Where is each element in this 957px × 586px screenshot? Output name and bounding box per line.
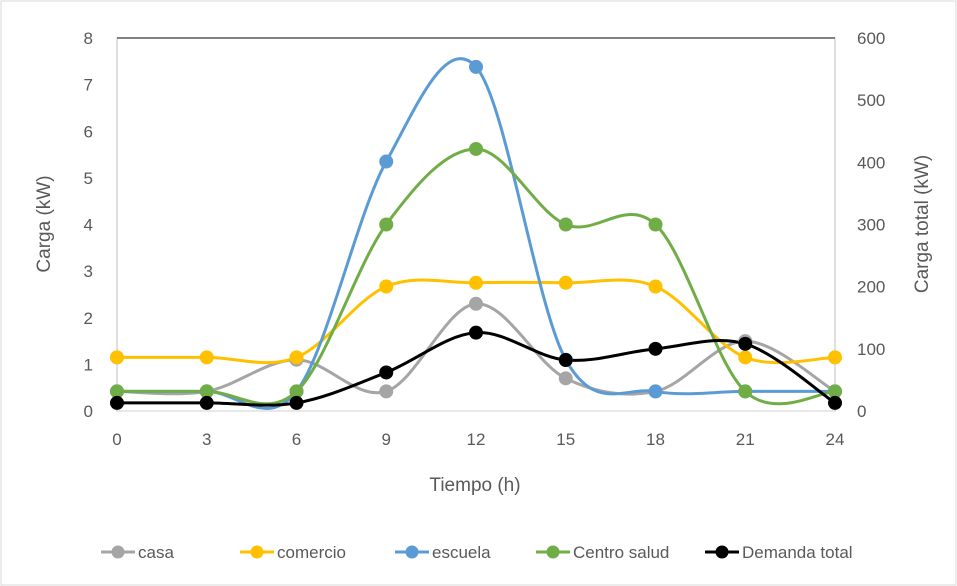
legend-marker-comercio	[250, 545, 264, 559]
legend-marker-centro-salud	[546, 545, 560, 559]
legend: casa comercio escuela Centro salud Demanda t…	[101, 543, 853, 562]
data-point-comercio	[828, 350, 842, 365]
legend-label-centro-salud: Centro salud	[573, 543, 669, 562]
right-y-tick-label: 600	[857, 29, 885, 48]
left-y-tick-label: 1	[84, 355, 93, 374]
legend-label-demanda-total: Demanda total	[742, 543, 853, 562]
data-point-demanda-total	[558, 353, 573, 368]
left-y-tick-label: 2	[84, 309, 93, 328]
data-point-demanda-total	[110, 395, 124, 410]
data-point-escuela	[469, 59, 483, 74]
legend-marker-escuela	[405, 545, 419, 559]
legend-label-comercio: comercio	[277, 543, 346, 562]
data-point-comercio	[199, 350, 214, 365]
data-point-demanda-total	[379, 365, 394, 380]
data-point-comercio	[289, 350, 304, 365]
data-point-demanda-total	[738, 336, 753, 351]
x-tick-label: 12	[467, 430, 486, 449]
left-y-tick-label: 4	[84, 216, 93, 235]
left-y-tick-label: 3	[84, 262, 93, 281]
left-y-tick-label: 6	[84, 122, 93, 141]
data-point-comercio	[558, 275, 573, 290]
data-point-demanda-total	[648, 341, 663, 356]
x-tick-label: 6	[292, 430, 301, 449]
data-point-escuela	[648, 384, 663, 399]
x-tick-label: 24	[826, 430, 845, 449]
right-y-axis-title: Carga total (kW)	[912, 155, 933, 293]
right-y-tick-label: 400	[857, 153, 885, 172]
right-y-tick-label: 0	[857, 402, 866, 421]
legend-marker-casa	[111, 545, 125, 559]
right-y-tick-label: 200	[857, 278, 885, 297]
data-point-comercio	[469, 275, 483, 290]
x-tick-label: 3	[202, 430, 211, 449]
left-y-tick-label: 5	[84, 169, 93, 188]
right-y-tick-label: 300	[857, 216, 885, 235]
left-y-axis-title: Carga (kW)	[34, 175, 55, 272]
axes: 0 3 6 9 12 15 18 21 2401234567801002003004005006…	[84, 29, 886, 449]
data-point-comercio	[110, 350, 124, 365]
x-tick-label: 18	[646, 430, 665, 449]
legend-label-casa: casa	[138, 543, 174, 562]
x-tick-label: 9	[382, 430, 391, 449]
data-point-centro-salud	[558, 217, 573, 232]
right-y-tick-label: 500	[857, 91, 885, 110]
legend-marker-demanda-total	[715, 545, 729, 559]
left-y-tick-label: 0	[84, 402, 93, 421]
data-point-escuela	[379, 154, 394, 169]
data-point-comercio	[738, 350, 753, 365]
data-point-centro-salud	[469, 141, 483, 156]
data-point-casa	[558, 371, 573, 386]
x-tick-label: 21	[736, 430, 755, 449]
left-y-tick-label: 8	[84, 29, 93, 48]
data-point-centro-salud	[379, 217, 394, 232]
data-point-casa	[469, 296, 483, 311]
legend-label-escuela: escuela	[432, 543, 491, 562]
left-y-tick-label: 7	[84, 76, 93, 95]
x-tick-label: 0	[112, 430, 121, 449]
right-y-tick-label: 100	[857, 340, 885, 359]
data-point-demanda-total	[199, 395, 214, 410]
data-point-demanda-total	[289, 395, 304, 410]
data-point-centro-salud	[648, 217, 663, 232]
data-point-casa	[379, 384, 394, 399]
x-tick-label: 15	[556, 430, 575, 449]
x-axis-title: Tiempo (h)	[429, 475, 520, 496]
data-point-comercio	[648, 279, 663, 294]
plot-markers	[110, 59, 842, 410]
data-point-centro-salud	[738, 384, 753, 399]
data-point-demanda-total	[469, 325, 483, 340]
data-point-demanda-total	[828, 395, 842, 410]
data-point-comercio	[379, 279, 394, 294]
